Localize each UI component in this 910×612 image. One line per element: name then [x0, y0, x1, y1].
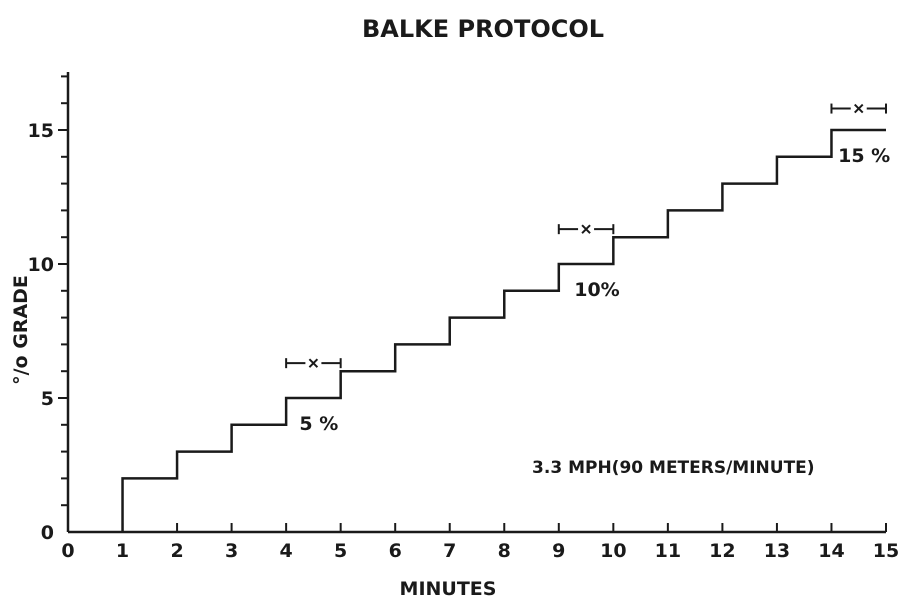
y-tick-label: 15: [28, 120, 54, 142]
percent-label: 10%: [574, 279, 619, 301]
x-tick-label: 12: [709, 540, 735, 562]
x-tick-label: 4: [280, 540, 293, 562]
y-tick-label: 0: [41, 522, 54, 544]
chart-title: BALKE PROTOCOL: [362, 15, 604, 43]
x-tick-label: 0: [61, 540, 74, 562]
x-tick-label: 10: [600, 540, 626, 562]
percent-label: 15 %: [838, 145, 890, 167]
marker-x: [854, 103, 864, 114]
percent-marker: 10%: [557, 222, 620, 301]
x-tick-label: 3: [225, 540, 238, 562]
percent-label: 5 %: [299, 413, 338, 435]
marker-x: [581, 224, 591, 234]
y-tick-label: 5: [41, 388, 54, 410]
marker-x: [308, 358, 319, 368]
x-tick-label: 5: [334, 540, 347, 562]
speed-annotation: 3.3 MPH(90 METERS/MINUTE): [532, 458, 815, 478]
percent-marker: 5 %: [285, 356, 342, 435]
x-axis-ticks: 0 1 2 3 4 5 6 7 8 9 10 11 12 13 14 15: [61, 523, 899, 562]
x-tick-label: 2: [170, 540, 183, 562]
percent-markers: 5 % 10% 15 %: [285, 101, 890, 435]
x-tick-label: 9: [552, 540, 565, 562]
x-tick-label: 7: [443, 540, 456, 562]
x-tick-label: 8: [498, 540, 511, 562]
x-tick-label: 13: [764, 540, 790, 562]
grade-step-line: [121, 128, 886, 532]
y-axis-ticks: 0 5 10 15: [28, 120, 54, 544]
y-axis-label: °/o GRADE: [10, 275, 32, 385]
x-tick-label: 1: [116, 540, 129, 562]
x-tick-label: 14: [818, 540, 844, 562]
axes: [58, 72, 886, 534]
percent-marker: 15 %: [830, 101, 890, 167]
x-tick-label: 15: [873, 540, 899, 562]
y-tick-label: 10: [28, 254, 54, 276]
x-tick-label: 6: [389, 540, 402, 562]
x-axis-label: MINUTES: [400, 578, 497, 600]
x-tick-label: 11: [655, 540, 681, 562]
